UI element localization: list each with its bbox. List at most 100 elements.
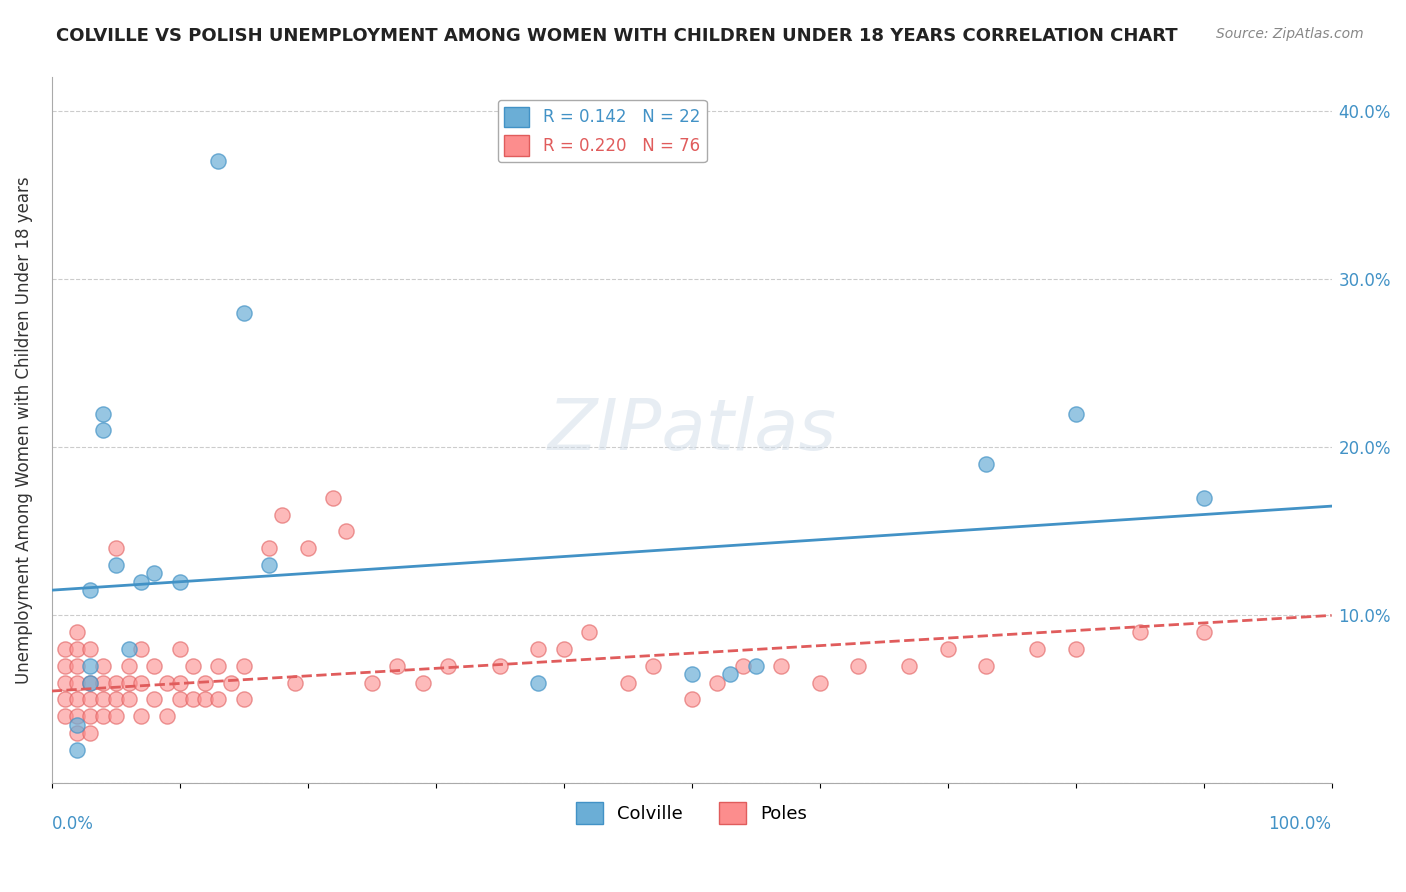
Point [808, 675, 831, 690]
Point [207, 154, 229, 169]
Point [207, 658, 229, 673]
Point [360, 675, 382, 690]
Point [66, 717, 89, 731]
Point [259, 558, 281, 572]
Point [643, 658, 665, 673]
Point [527, 675, 550, 690]
Point [79, 726, 101, 740]
Point [259, 541, 281, 556]
Point [527, 642, 550, 657]
Point [322, 491, 344, 505]
Point [53, 709, 76, 723]
Point [974, 457, 997, 471]
Point [706, 675, 728, 690]
Point [271, 508, 294, 522]
Point [91, 407, 114, 421]
Point [169, 675, 191, 690]
Point [143, 658, 166, 673]
Point [437, 658, 460, 673]
Point [104, 558, 127, 572]
Text: ZIPatlas: ZIPatlas [547, 396, 837, 465]
Point [553, 642, 575, 657]
Point [91, 658, 114, 673]
Point [117, 642, 139, 657]
Text: COLVILLE VS POLISH UNEMPLOYMENT AMONG WOMEN WITH CHILDREN UNDER 18 YEARS CORRELA: COLVILLE VS POLISH UNEMPLOYMENT AMONG WO… [56, 27, 1178, 45]
Point [770, 658, 793, 673]
Point [66, 625, 89, 640]
Point [66, 692, 89, 706]
Point [66, 726, 89, 740]
Point [66, 743, 89, 757]
Point [412, 675, 434, 690]
Point [79, 583, 101, 598]
Point [488, 658, 510, 673]
Point [181, 692, 204, 706]
Point [66, 675, 89, 690]
Point [194, 692, 217, 706]
Point [143, 566, 166, 581]
Point [131, 574, 153, 589]
Point [1192, 491, 1215, 505]
Point [936, 642, 959, 657]
Point [117, 658, 139, 673]
Point [232, 306, 254, 320]
Point [66, 642, 89, 657]
Point [731, 658, 754, 673]
Point [66, 709, 89, 723]
Text: 100.0%: 100.0% [1268, 815, 1331, 833]
Point [207, 692, 229, 706]
Point [79, 692, 101, 706]
Point [284, 675, 307, 690]
Point [1026, 642, 1049, 657]
Point [232, 692, 254, 706]
Text: Source: ZipAtlas.com: Source: ZipAtlas.com [1216, 27, 1364, 41]
Y-axis label: Unemployment Among Women with Children Under 18 years: Unemployment Among Women with Children U… [15, 177, 32, 684]
Point [898, 658, 921, 673]
Point [156, 675, 179, 690]
Point [53, 642, 76, 657]
Point [169, 692, 191, 706]
Point [194, 675, 217, 690]
Point [169, 574, 191, 589]
Point [91, 692, 114, 706]
Point [143, 692, 166, 706]
Point [104, 692, 127, 706]
Point [232, 658, 254, 673]
Point [104, 541, 127, 556]
Point [117, 692, 139, 706]
Text: 0.0%: 0.0% [52, 815, 94, 833]
Legend: Colville, Poles: Colville, Poles [568, 795, 814, 831]
Point [846, 658, 869, 673]
Point [91, 709, 114, 723]
Point [1064, 407, 1087, 421]
Point [91, 424, 114, 438]
Point [744, 658, 766, 673]
Point [616, 675, 638, 690]
Point [974, 658, 997, 673]
Point [1064, 642, 1087, 657]
Point [1129, 625, 1152, 640]
Point [79, 658, 101, 673]
Point [387, 658, 409, 673]
Point [79, 709, 101, 723]
Point [53, 658, 76, 673]
Point [53, 675, 76, 690]
Point [718, 667, 741, 681]
Point [131, 709, 153, 723]
Point [169, 642, 191, 657]
Point [1192, 625, 1215, 640]
Point [131, 675, 153, 690]
Point [681, 667, 703, 681]
Point [335, 524, 357, 539]
Point [104, 709, 127, 723]
Point [181, 658, 204, 673]
Point [117, 675, 139, 690]
Point [91, 675, 114, 690]
Point [79, 642, 101, 657]
Point [681, 692, 703, 706]
Point [79, 675, 101, 690]
Point [66, 658, 89, 673]
Point [104, 675, 127, 690]
Point [297, 541, 319, 556]
Point [131, 642, 153, 657]
